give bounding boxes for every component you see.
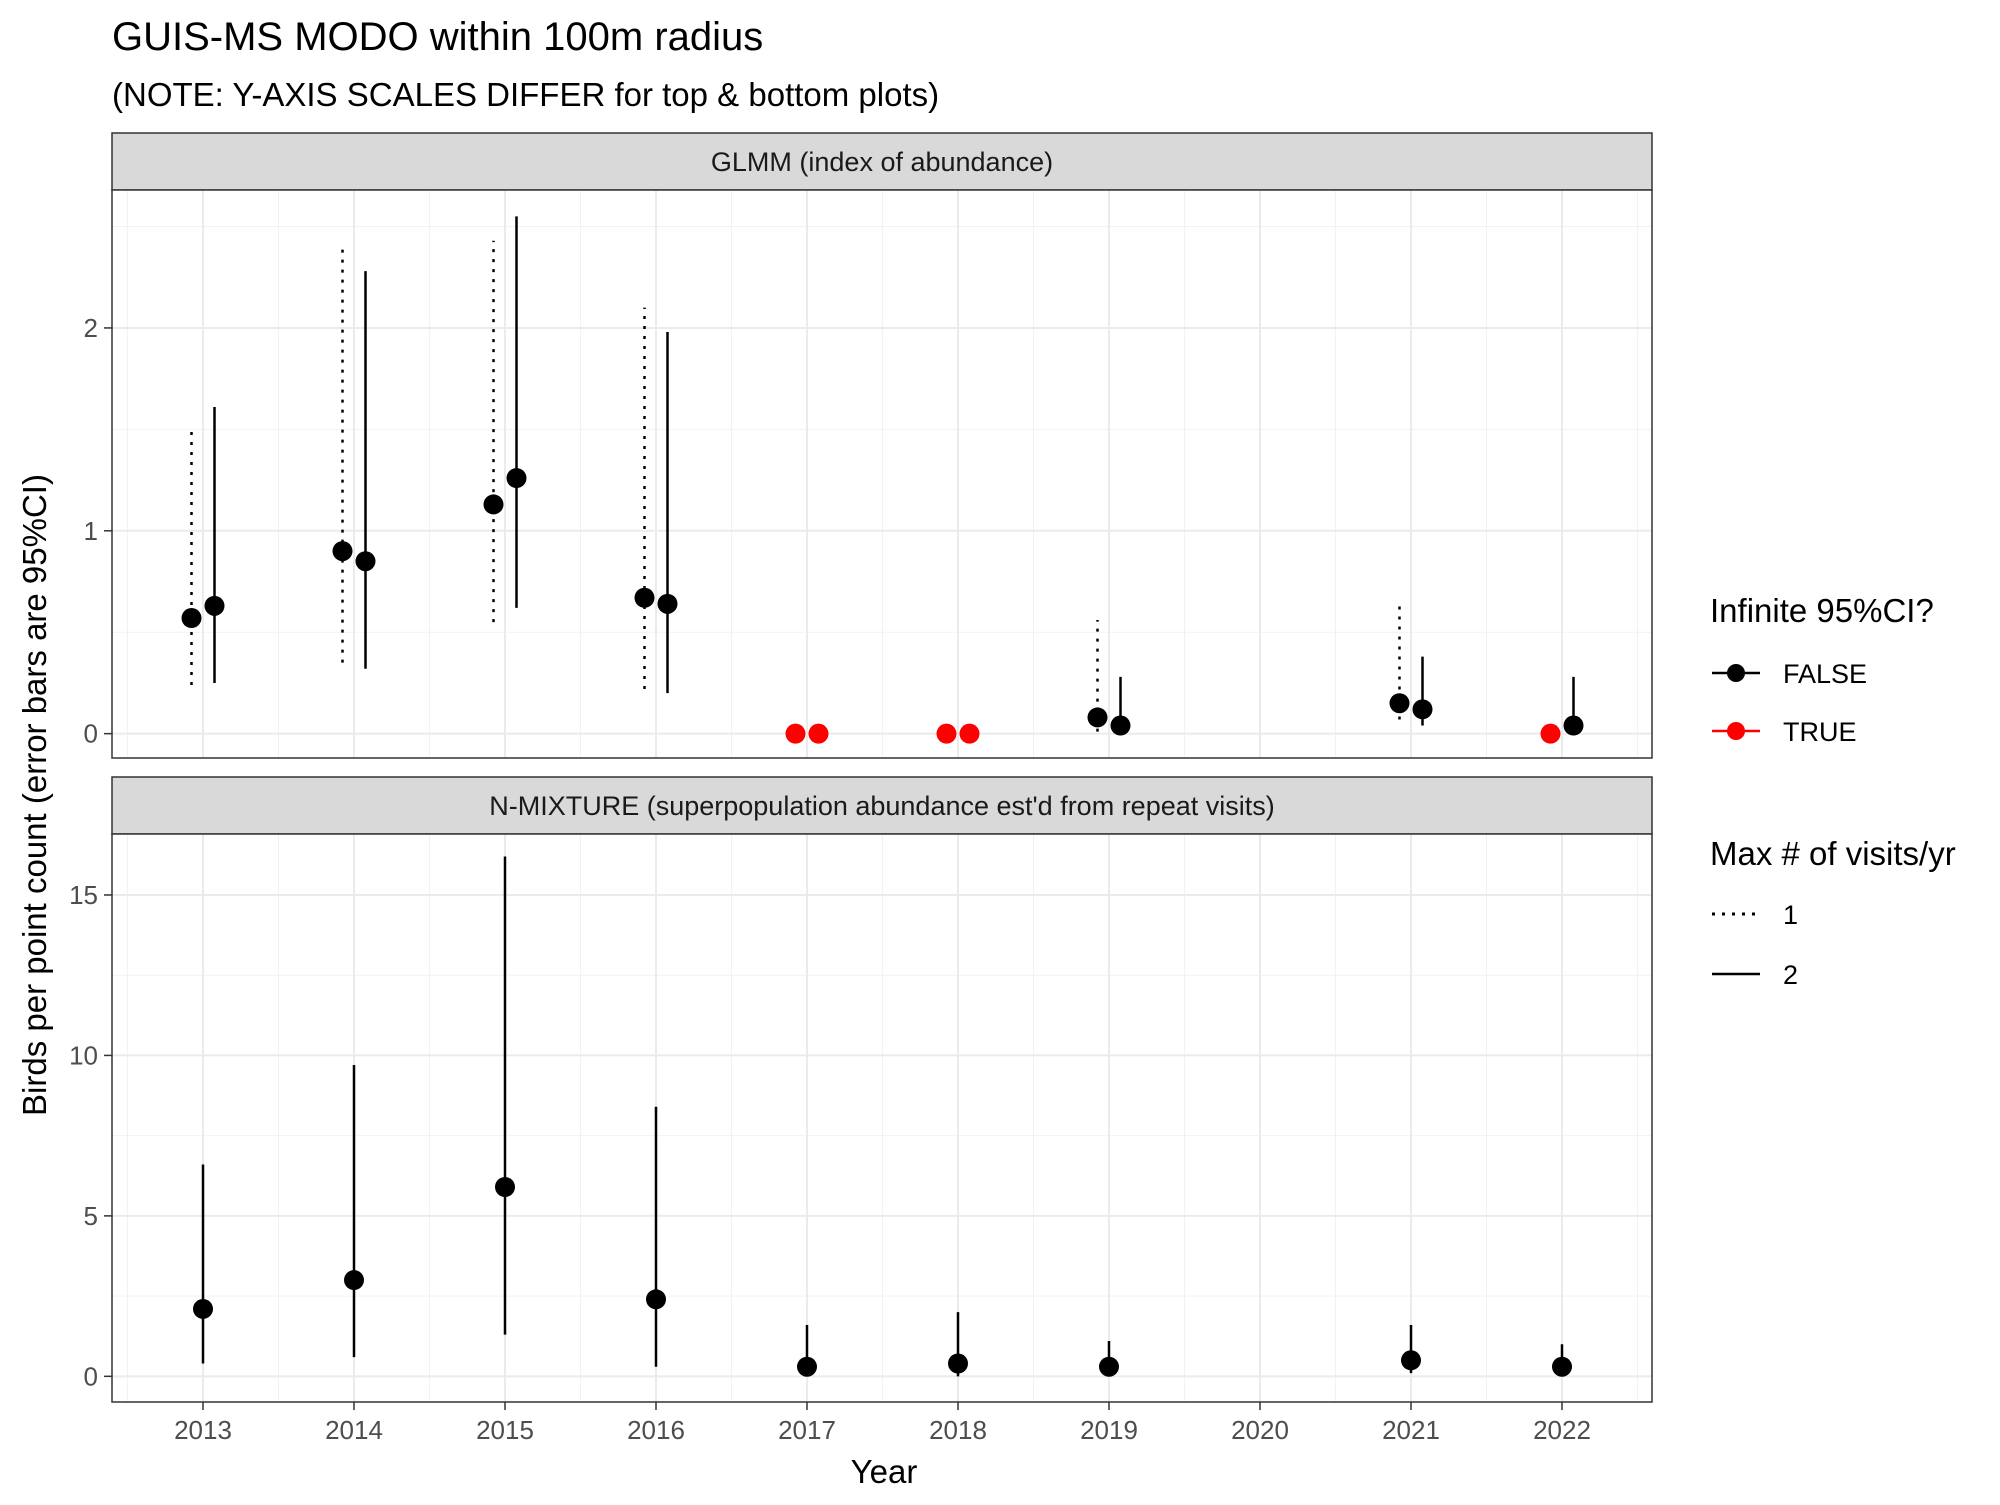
legend-label-true: TRUE	[1783, 717, 1857, 747]
x-tick-label: 2016	[627, 1415, 685, 1445]
x-tick-label: 2020	[1231, 1415, 1289, 1445]
panel-border	[111, 189, 1653, 759]
chart-title: GUIS-MS MODO within 100m radius	[112, 15, 763, 59]
panels: GLMM (index of abundance) 0 1 2 N-MIXTURE (s…	[69, 132, 1653, 1403]
point-2018-v2	[959, 723, 980, 744]
point-2013-v2	[204, 595, 225, 616]
panel-border	[111, 833, 1653, 1403]
legend-title-max-visits: Max # of visits/yr	[1710, 835, 1956, 872]
legend-max-visits: Max # of visits/yr 1 2	[1710, 835, 1956, 990]
point-2022-v1	[1540, 723, 1561, 744]
point-2015-v1	[483, 494, 504, 515]
point-2015-v2	[506, 468, 527, 489]
x-tick-label: 2013	[174, 1415, 232, 1445]
x-tick-label: 2014	[325, 1415, 383, 1445]
panel-strip	[111, 776, 1653, 835]
panel-strip	[111, 132, 1653, 191]
point-2021-v2	[1412, 699, 1433, 720]
y-tick-label: 0	[84, 719, 98, 749]
x-axis-label: Year	[851, 1453, 918, 1490]
legend-label-1: 1	[1783, 900, 1798, 930]
legend-key-true-point	[1727, 722, 1745, 740]
point-2017-v1	[785, 723, 806, 744]
panel-strip-label: N-MIXTURE (superpopulation abundance est…	[489, 791, 1275, 821]
x-tick-label: 2021	[1382, 1415, 1440, 1445]
point-2013-v1	[181, 608, 202, 629]
point-2019-v2	[1110, 715, 1131, 736]
y-tick-label: 15	[69, 880, 98, 910]
legend-key-false-point	[1727, 664, 1745, 682]
point-2018-v2	[948, 1353, 968, 1374]
point-2014-v2	[355, 551, 376, 572]
panel-strip-label: GLMM (index of abundance)	[711, 147, 1053, 177]
y-axis-label: Birds per point count (error bars are 95…	[16, 474, 53, 1116]
point-2019-v1	[1087, 707, 1108, 728]
y-tick-label: 1	[84, 516, 98, 546]
point-2014-v2	[344, 1270, 364, 1291]
legend-title-infinite-ci: Infinite 95%CI?	[1710, 592, 1934, 629]
point-2014-v1	[332, 541, 353, 562]
panel-n-mixture: N-MIXTURE (superpopulation abundance est…	[69, 776, 1653, 1403]
point-2018-v1	[936, 723, 957, 744]
y-tick-label: 10	[69, 1040, 98, 1070]
point-2022-v2	[1552, 1356, 1572, 1377]
x-tick-label: 2015	[476, 1415, 534, 1445]
x-tick-label: 2017	[778, 1415, 836, 1445]
point-2016-v2	[657, 593, 678, 614]
chart-subtitle: (NOTE: Y-AXIS SCALES DIFFER for top & bo…	[112, 76, 939, 113]
legend-label-false: FALSE	[1783, 659, 1867, 689]
point-2017-v2	[797, 1356, 817, 1377]
x-tick-label: 2022	[1533, 1415, 1591, 1445]
point-2022-v2	[1563, 715, 1584, 736]
y-tick-label: 2	[84, 313, 98, 343]
x-axis: 2013 2014 2015 2016 2017 2018 2019 2020 2021 2022	[174, 1402, 1591, 1445]
point-2021-v1	[1389, 693, 1410, 714]
x-tick-label: 2018	[929, 1415, 987, 1445]
legend-label-2: 2	[1783, 960, 1798, 990]
panel-glmm: GLMM (index of abundance) 0 1 2	[84, 132, 1653, 759]
x-tick-label: 2019	[1080, 1415, 1138, 1445]
y-tick-label: 5	[84, 1201, 98, 1231]
point-2017-v2	[808, 723, 829, 744]
point-2019-v2	[1099, 1356, 1119, 1377]
point-2016-v2	[646, 1289, 666, 1310]
point-2015-v2	[495, 1176, 515, 1197]
point-2013-v2	[193, 1298, 213, 1319]
legend-infinite-ci: Infinite 95%CI? FALSE TRUE	[1710, 592, 1934, 747]
point-2016-v1	[634, 587, 655, 608]
y-tick-label: 0	[84, 1361, 98, 1391]
point-2021-v2	[1401, 1350, 1421, 1371]
